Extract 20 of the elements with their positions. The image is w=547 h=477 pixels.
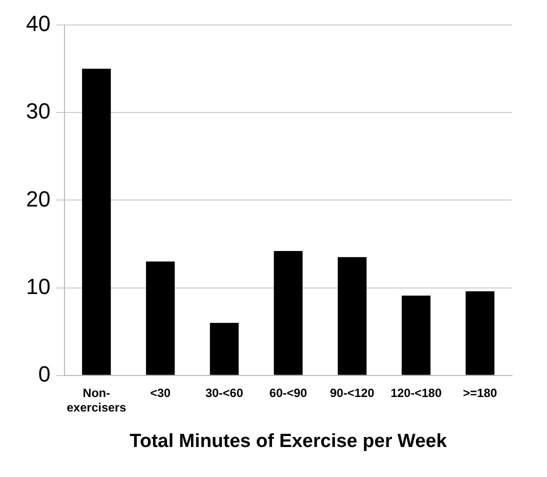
bar xyxy=(338,257,367,375)
x-tick-label: 120-<180 xyxy=(390,386,442,400)
x-tick-label: 30-<60 xyxy=(205,386,244,400)
bar xyxy=(82,68,111,375)
bar xyxy=(274,251,303,375)
x-tick-label: >=180 xyxy=(463,386,498,400)
y-tick-label: 0 xyxy=(38,361,50,386)
bar xyxy=(402,296,430,375)
x-tick-label: 60-<90 xyxy=(269,386,308,400)
x-tick-label: Non-exercisers xyxy=(66,386,126,414)
y-tick-label: 10 xyxy=(26,274,50,299)
bar xyxy=(146,262,175,375)
x-tick-label: <30 xyxy=(150,386,171,400)
bar xyxy=(466,291,494,375)
bar xyxy=(210,322,239,375)
y-tick-label: 40 xyxy=(26,11,50,36)
x-tick-label: 90-<120 xyxy=(330,386,375,400)
y-tick-label: 30 xyxy=(26,98,50,124)
y-tick-label: 20 xyxy=(26,186,50,212)
x-axis-title: Total Minutes of Exercise per Week xyxy=(130,430,448,452)
